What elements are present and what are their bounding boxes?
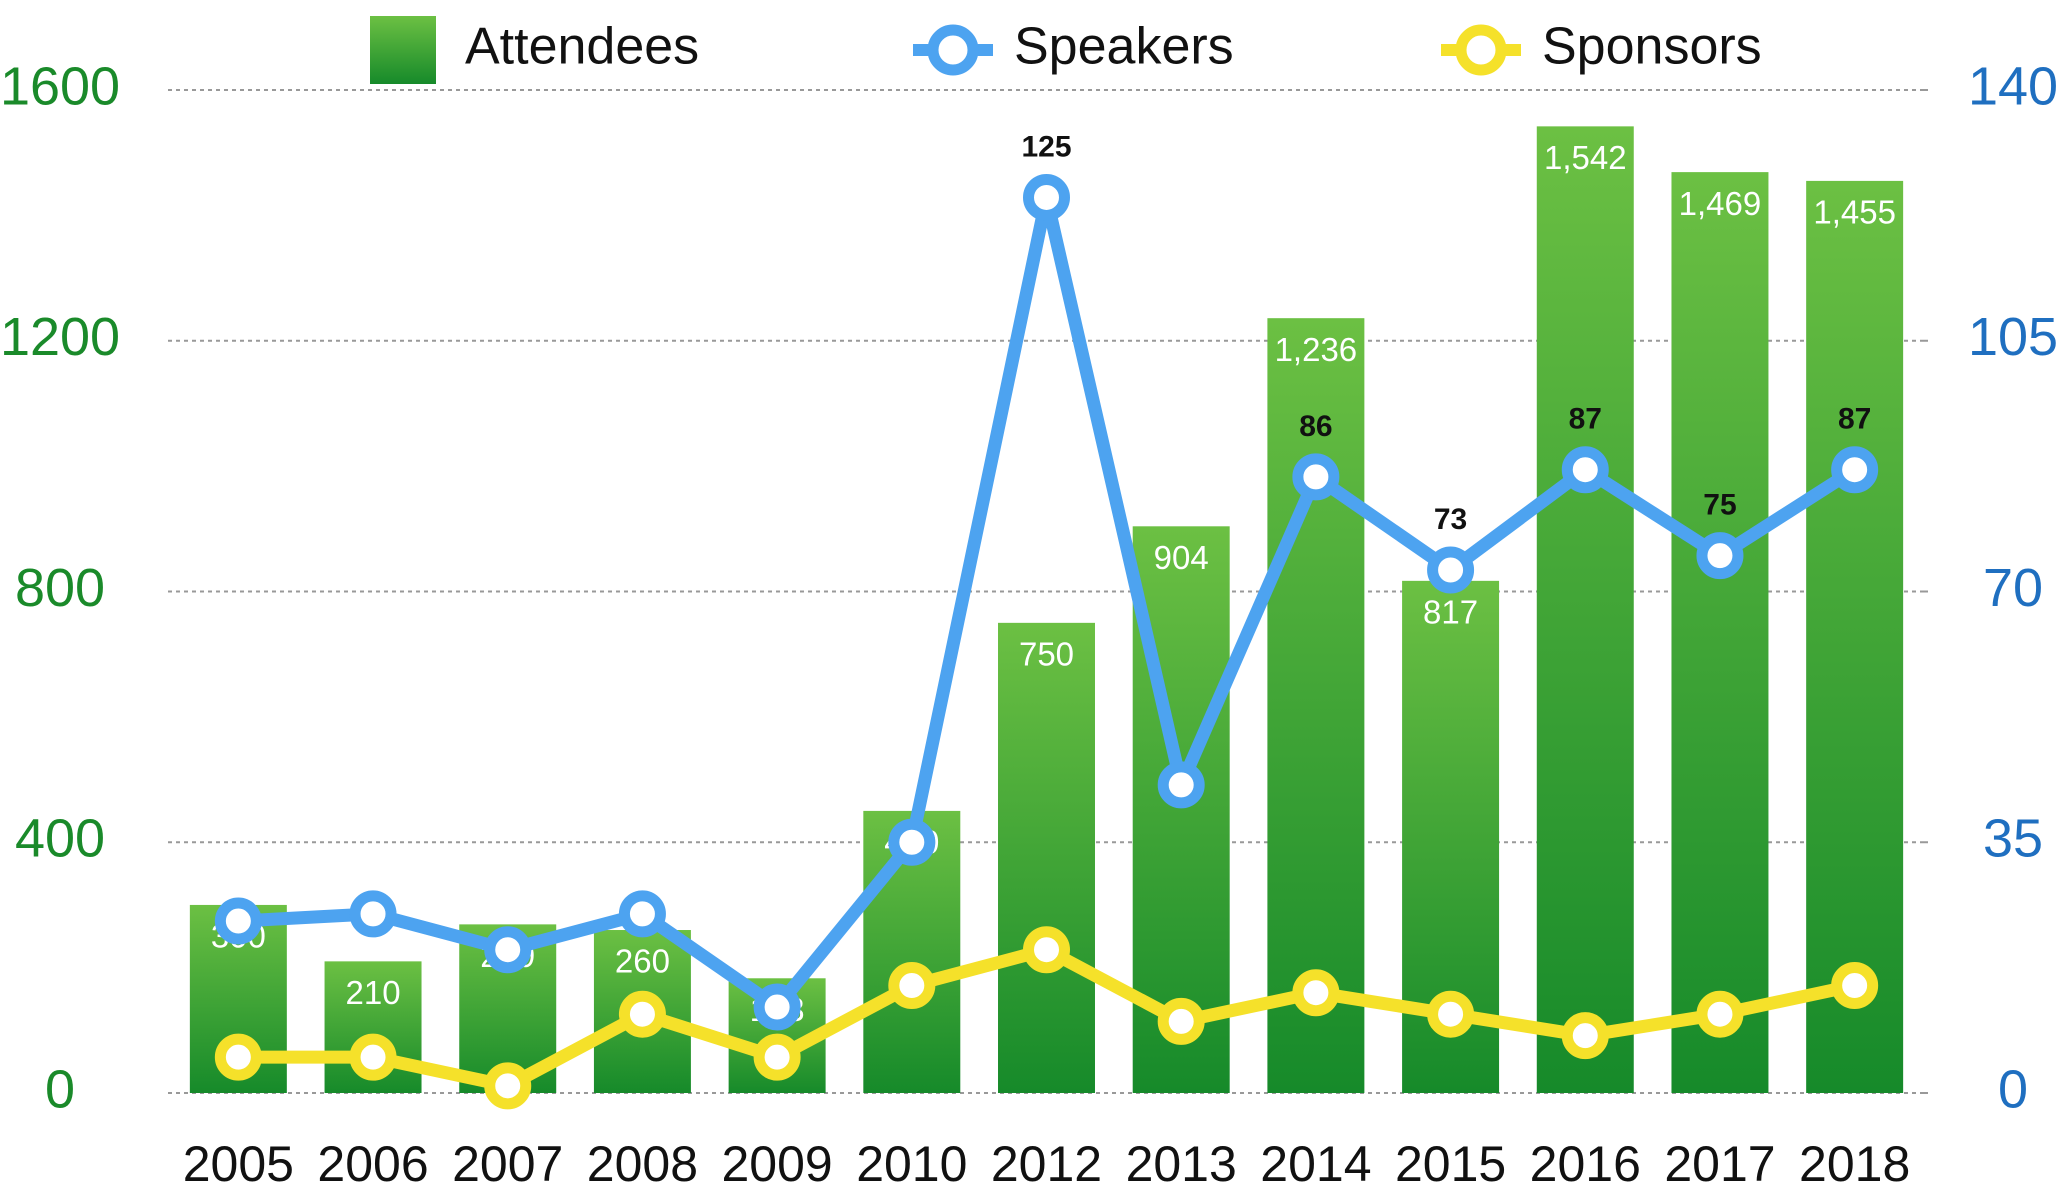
x-tick-label: 2017 [1664, 1136, 1775, 1192]
marker [624, 896, 660, 932]
y2-tick-label: 105 [1968, 307, 2058, 367]
legend-label: Sponsors [1542, 18, 1762, 76]
marker [1029, 932, 1065, 968]
x-tick-label: 2015 [1395, 1136, 1506, 1192]
marker [1567, 1018, 1603, 1054]
bar-label: 210 [346, 974, 401, 1011]
bar-label: 1,236 [1275, 331, 1358, 368]
y2-tick-label: 140 [1968, 56, 2058, 116]
y2-tick-label: 0 [1998, 1059, 2028, 1119]
bar-label: 904 [1154, 539, 1209, 576]
marker [624, 996, 660, 1032]
x-tick-label: 2014 [1260, 1136, 1371, 1192]
marker [894, 968, 930, 1004]
point-label: 73 [1434, 503, 1467, 536]
y-tick-label: 400 [15, 809, 105, 869]
legend-marker [1461, 30, 1501, 70]
marker [1163, 767, 1199, 803]
y-tick-label: 0 [45, 1059, 75, 1119]
x-tick-label: 2018 [1799, 1136, 1910, 1192]
x-tick-label: 2005 [183, 1136, 294, 1192]
marker [894, 824, 930, 860]
marker [490, 932, 526, 968]
legend-label: Speakers [1014, 18, 1234, 76]
marker [1298, 459, 1334, 495]
marker [1029, 179, 1065, 215]
point-label: 75 [1703, 489, 1736, 522]
bar-label: 260 [615, 943, 670, 980]
x-tick-label: 2008 [587, 1136, 698, 1192]
y-tick-label: 1200 [0, 307, 120, 367]
x-tick-label: 2012 [991, 1136, 1102, 1192]
y-tick-label: 1600 [0, 56, 120, 116]
x-tick-label: 2016 [1530, 1136, 1641, 1192]
bar-label: 750 [1019, 636, 1074, 673]
x-tick-label: 2006 [317, 1136, 428, 1192]
y2-tick-label: 35 [1983, 809, 2043, 869]
marker [220, 903, 256, 939]
marker [220, 1039, 256, 1075]
point-label: 86 [1299, 410, 1332, 443]
marker [759, 1039, 795, 1075]
x-tick-label: 2013 [1126, 1136, 1237, 1192]
bar [1806, 181, 1903, 1093]
marker [1298, 975, 1334, 1011]
bar-label: 1,455 [1813, 194, 1896, 231]
marker [490, 1068, 526, 1104]
marker [1702, 538, 1738, 574]
y-tick-label: 800 [15, 558, 105, 618]
x-tick-label: 2007 [452, 1136, 563, 1192]
marker [355, 1039, 391, 1075]
marker [1163, 1003, 1199, 1039]
point-label: 87 [1569, 403, 1602, 436]
x-tick-label: 2010 [856, 1136, 967, 1192]
bar [1537, 126, 1634, 1093]
chart: 0 400 800 1200 1600 0 35 70 105 140 2005 2006 2007 20… [0, 0, 2070, 1201]
marker [355, 896, 391, 932]
marker [1837, 452, 1873, 488]
point-label: 125 [1021, 130, 1071, 163]
legend-label: Attendees [465, 18, 699, 76]
bar-label: 817 [1423, 594, 1478, 631]
marker [1837, 968, 1873, 1004]
marker [1433, 996, 1469, 1032]
marker [1702, 996, 1738, 1032]
legend-swatch [370, 16, 436, 84]
marker [1433, 552, 1469, 588]
marker [1567, 452, 1603, 488]
marker [759, 989, 795, 1025]
legend-marker [933, 30, 973, 70]
x-tick-label: 2009 [721, 1136, 832, 1192]
bar-label: 1,542 [1544, 139, 1627, 176]
y2-tick-label: 70 [1983, 558, 2043, 618]
bar [1671, 172, 1768, 1093]
bar-label: 1,469 [1679, 185, 1762, 222]
bar [998, 623, 1095, 1093]
point-label: 87 [1838, 403, 1871, 436]
